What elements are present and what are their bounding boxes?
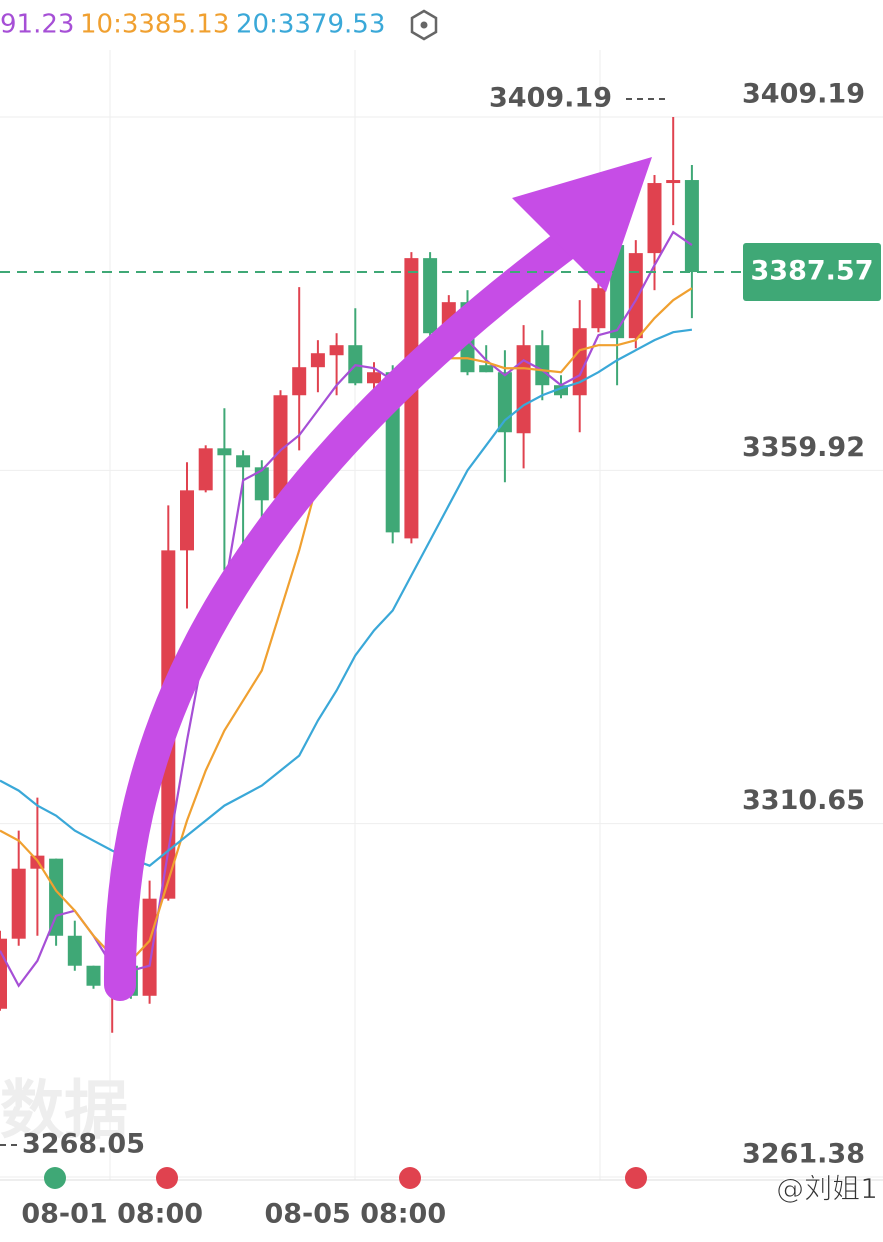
watermark: 数据	[0, 1075, 128, 1149]
candle-body	[367, 372, 381, 384]
candle-body	[142, 898, 157, 996]
arrow	[103, 229, 581, 1001]
ma20-label: 20:3379.53	[236, 10, 385, 40]
candle-body	[236, 455, 251, 468]
candle-body	[217, 448, 232, 456]
arrow-head	[512, 157, 652, 292]
x-tick-label: 08-05 08:00	[264, 1199, 446, 1230]
candle-body	[572, 328, 587, 396]
event-dot[interactable]	[44, 1167, 66, 1189]
event-dot[interactable]	[399, 1167, 421, 1189]
candle-body	[310, 353, 325, 368]
settings-icon[interactable]	[410, 9, 438, 41]
candle-body	[516, 345, 531, 434]
y-tick-label: 3409.19	[742, 79, 865, 110]
candle-body	[254, 467, 269, 501]
candle-body	[497, 372, 512, 433]
credit: @刘姐1	[776, 1172, 878, 1205]
event-dot[interactable]	[156, 1167, 178, 1189]
high-label: 3409.19	[489, 83, 612, 114]
candle-body	[423, 258, 438, 334]
candle-body	[591, 288, 606, 329]
last-price-tag	[743, 243, 881, 302]
ma10-label: 10:3385.13	[80, 10, 229, 40]
event-dot[interactable]	[625, 1167, 647, 1189]
candle-body	[273, 395, 288, 499]
x-tick-label: 08-01 08:00	[21, 1199, 203, 1230]
candle-body	[628, 253, 643, 339]
candle-body	[11, 868, 26, 939]
candle-body	[292, 367, 307, 396]
candle-body	[554, 385, 568, 396]
candle-body	[479, 365, 494, 373]
low-label: 3268.05	[22, 1129, 145, 1160]
candle-body	[329, 345, 344, 356]
y-tick-label: 3310.65	[742, 785, 865, 816]
candle-body	[198, 448, 213, 491]
candle-body	[404, 258, 419, 539]
candle-body	[684, 180, 699, 273]
last-price-label: 3387.57	[751, 256, 874, 287]
candle-body	[0, 938, 7, 1009]
candle-body	[535, 345, 550, 386]
candle-body	[180, 490, 194, 551]
ma5-label: 91.23	[0, 10, 74, 40]
y-tick-label: 3261.38	[742, 1139, 865, 1170]
candle-body	[647, 183, 662, 254]
candle-body	[86, 965, 101, 986]
candle-body	[666, 180, 681, 184]
candle-body	[49, 858, 64, 936]
y-tick-label: 3359.92	[742, 432, 865, 463]
candle-body	[67, 935, 82, 966]
